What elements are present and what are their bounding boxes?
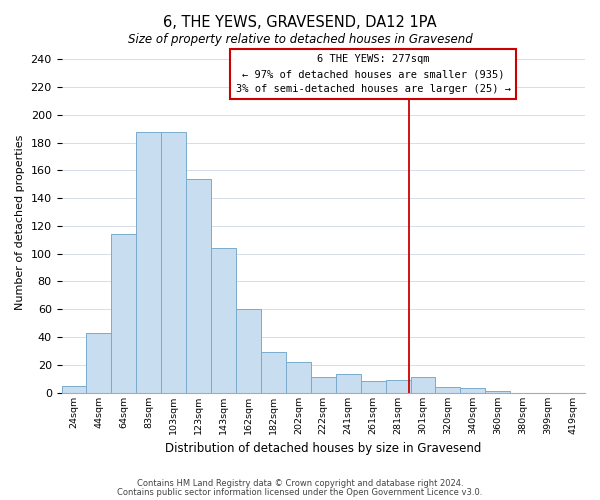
Bar: [336, 374, 361, 392]
Bar: [136, 132, 161, 392]
Bar: [62, 386, 86, 392]
Bar: [211, 248, 236, 392]
Bar: [161, 132, 186, 392]
Text: Size of property relative to detached houses in Gravesend: Size of property relative to detached ho…: [128, 32, 472, 46]
Bar: [436, 387, 460, 392]
Bar: [286, 362, 311, 392]
Bar: [86, 333, 112, 392]
X-axis label: Distribution of detached houses by size in Gravesend: Distribution of detached houses by size …: [165, 442, 481, 455]
Bar: [485, 391, 510, 392]
Text: 6 THE YEWS: 277sqm
← 97% of detached houses are smaller (935)
3% of semi-detache: 6 THE YEWS: 277sqm ← 97% of detached hou…: [236, 54, 511, 94]
Bar: [361, 382, 386, 392]
Bar: [410, 377, 436, 392]
Text: Contains public sector information licensed under the Open Government Licence v3: Contains public sector information licen…: [118, 488, 482, 497]
Bar: [460, 388, 485, 392]
Text: Contains HM Land Registry data © Crown copyright and database right 2024.: Contains HM Land Registry data © Crown c…: [137, 480, 463, 488]
Bar: [261, 352, 286, 393]
Bar: [236, 309, 261, 392]
Bar: [386, 380, 410, 392]
Bar: [186, 179, 211, 392]
Bar: [311, 377, 336, 392]
Text: 6, THE YEWS, GRAVESEND, DA12 1PA: 6, THE YEWS, GRAVESEND, DA12 1PA: [163, 15, 437, 30]
Bar: [112, 234, 136, 392]
Y-axis label: Number of detached properties: Number of detached properties: [15, 135, 25, 310]
